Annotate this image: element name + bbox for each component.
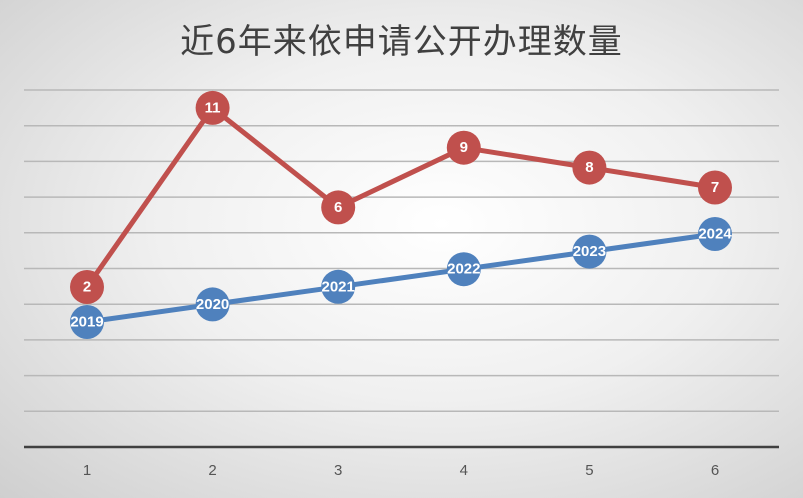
data-label: 2 — [83, 279, 91, 296]
x-tick-label: 6 — [711, 462, 719, 479]
data-point — [70, 305, 104, 339]
x-tick-label: 3 — [334, 462, 342, 479]
data-label: 9 — [460, 139, 468, 156]
data-point — [572, 234, 607, 269]
data-point — [446, 252, 481, 287]
data-label: 8 — [585, 159, 593, 176]
chart-title: 近6年来依申请公开办理数量 — [180, 22, 623, 62]
data-point — [195, 287, 230, 322]
data-point — [698, 170, 732, 205]
x-tick-label: 5 — [585, 462, 593, 479]
data-label: 2020 — [196, 296, 229, 313]
data-label: 2021 — [322, 278, 355, 295]
data-point — [446, 130, 481, 165]
data-label: 2019 — [70, 314, 103, 331]
data-label: 2022 — [447, 261, 480, 278]
data-point — [70, 270, 104, 304]
data-point — [698, 217, 732, 251]
x-tick-label: 2 — [208, 462, 216, 479]
data-point — [321, 269, 356, 304]
data-point — [195, 90, 230, 125]
data-label: 7 — [711, 179, 719, 196]
data-label: 2024 — [698, 226, 732, 243]
series-line — [86, 231, 716, 325]
x-tick-label: 1 — [83, 462, 91, 479]
data-label: 2023 — [573, 243, 606, 260]
data-label: 6 — [334, 199, 342, 216]
data-label: 11 — [205, 99, 221, 116]
data-point — [572, 150, 607, 185]
x-tick-label: 4 — [460, 462, 468, 479]
series-line — [84, 105, 716, 289]
data-point — [321, 190, 356, 225]
